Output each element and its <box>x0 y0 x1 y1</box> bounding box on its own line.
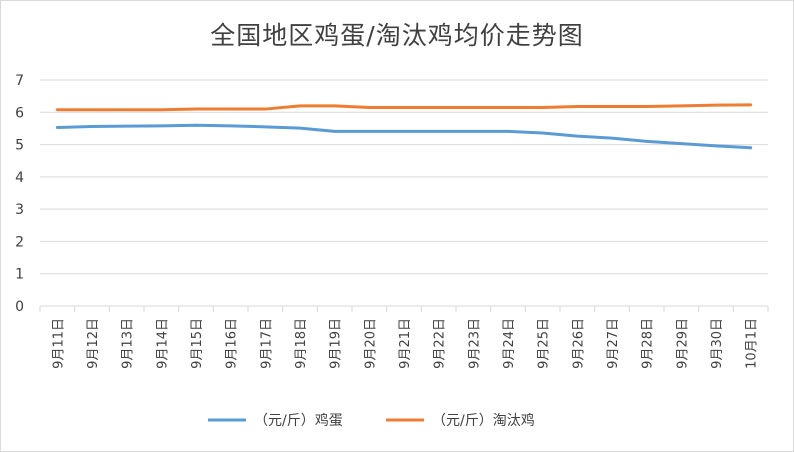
y-axis-ticks: 0 1 2 3 4 5 6 7 <box>15 73 24 315</box>
x-tick-label: 9月23日 <box>467 318 482 369</box>
x-tick-label: 9月13日 <box>121 318 136 369</box>
y-tick-label: 5 <box>15 138 24 154</box>
y-tick-label: 3 <box>15 202 24 218</box>
x-tick-label: 9月19日 <box>329 318 344 369</box>
x-tick-label: 9月14日 <box>155 318 170 369</box>
x-tick-label: 9月22日 <box>433 318 448 369</box>
chart-title: 全国地区鸡蛋/淘汰鸡均价走势图 <box>210 21 584 50</box>
x-tick-label: 9月17日 <box>259 318 274 369</box>
y-tick-label: 7 <box>15 73 24 89</box>
gridlines <box>40 79 768 307</box>
x-tick-label: 9月25日 <box>537 318 552 369</box>
x-tick-label: 9月11日 <box>51 318 66 369</box>
y-tick-label: 6 <box>15 105 24 121</box>
y-tick-label: 4 <box>15 170 24 186</box>
legend: （元/斤）鸡蛋 （元/斤）淘汰鸡 <box>208 412 535 429</box>
x-axis-ticks: 9月11日 9月12日 9月13日 9月14日 9月15日 9月16日 9月17日 9月18日… <box>39 306 769 369</box>
x-tick-label: 9月27日 <box>606 318 621 369</box>
x-tick-label: 9月26日 <box>571 318 586 369</box>
x-tick-label: 9月18日 <box>294 318 309 369</box>
legend-label: （元/斤）淘汰鸡 <box>432 412 535 429</box>
x-tick-label: 9月16日 <box>225 318 240 369</box>
x-tick-label: 9月21日 <box>398 318 413 369</box>
legend-label: （元/斤）鸡蛋 <box>254 412 343 429</box>
x-tick-label: 9月30日 <box>710 318 725 369</box>
y-tick-label: 0 <box>15 299 24 315</box>
series-line-1 <box>55 103 753 112</box>
series-line-0 <box>55 123 753 150</box>
x-tick-label: 10月1日 <box>745 318 760 369</box>
x-tick-label: 9月29日 <box>675 318 690 369</box>
y-tick-label: 2 <box>15 234 24 250</box>
x-tick-label: 9月24日 <box>502 318 517 369</box>
x-tick-label: 9月15日 <box>190 318 205 369</box>
x-tick-label: 9月28日 <box>641 318 656 369</box>
x-tick-label: 9月12日 <box>86 318 101 369</box>
series-lines <box>55 103 753 150</box>
x-tick-label: 9月20日 <box>363 318 378 369</box>
y-tick-label: 1 <box>15 267 24 283</box>
